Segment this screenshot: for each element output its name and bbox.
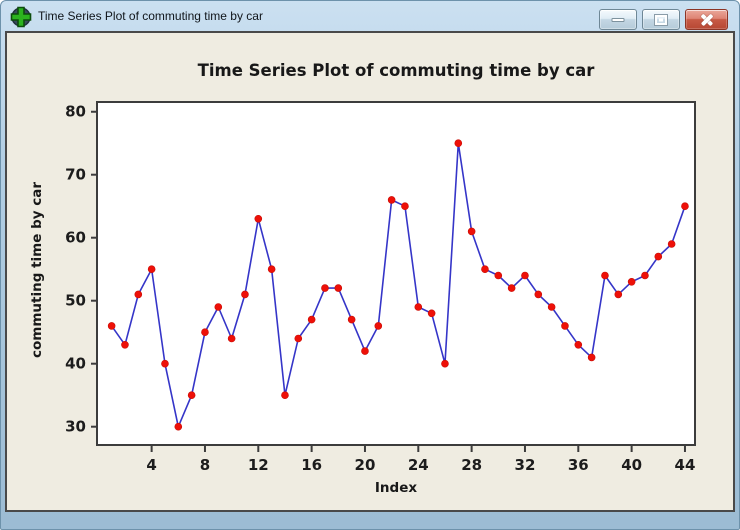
y-axis-label: commuting time by car (29, 181, 45, 359)
x-tick-label: 24 (408, 456, 429, 474)
x-tick-label: 20 (355, 456, 376, 474)
data-point (267, 265, 276, 273)
plot-svg: 30 40 50 60 70 80 4 8 12 16 20 24 28 32 36 40 44 (65, 101, 696, 474)
data-point (214, 303, 223, 311)
data-point (307, 315, 316, 324)
data-point (281, 391, 289, 400)
data-point (441, 359, 449, 368)
data-point (427, 309, 436, 318)
data-point (334, 284, 343, 292)
data-point (587, 353, 596, 362)
data-point (161, 359, 169, 368)
data-point (401, 202, 409, 210)
data-point (547, 303, 556, 311)
chart-title: Time Series Plot of commuting time by ca… (197, 61, 595, 80)
data-point (374, 322, 383, 330)
window-titlebar[interactable]: Time Series Plot of commuting time by ca… (1, 1, 739, 31)
x-axis-label: Index (374, 480, 418, 496)
data-point (614, 290, 623, 299)
data-point (467, 227, 476, 236)
window-controls (599, 9, 728, 30)
y-tick-label: 30 (65, 418, 86, 436)
data-point (667, 240, 676, 248)
x-tick-label: 44 (675, 456, 696, 474)
y-tick-label: 50 (65, 292, 86, 310)
x-tick-label: 16 (301, 456, 322, 474)
data-point (361, 347, 369, 355)
x-tick-label: 12 (248, 456, 269, 474)
data-point (454, 139, 463, 147)
data-point (147, 265, 156, 273)
x-tick-label: 4 (146, 456, 156, 474)
data-point (641, 271, 649, 280)
data-point (107, 322, 116, 330)
minimize-button[interactable] (599, 9, 637, 30)
data-point (414, 303, 423, 311)
maximize-icon (655, 14, 667, 25)
y-tick-label: 80 (65, 103, 86, 121)
data-point (254, 215, 263, 223)
data-point (574, 340, 583, 349)
data-point (654, 252, 663, 261)
data-point (294, 334, 303, 343)
data-point (347, 315, 356, 324)
data-point (601, 271, 609, 280)
data-point (534, 290, 543, 299)
data-point (507, 284, 516, 292)
x-tick-label: 32 (515, 456, 536, 474)
maximize-button[interactable] (642, 9, 680, 30)
window-title: Time Series Plot of commuting time by ca… (38, 9, 263, 23)
minimize-icon (611, 17, 625, 22)
data-point (481, 265, 489, 273)
x-tick-label: 36 (568, 456, 589, 474)
data-point (227, 334, 236, 343)
icon-plus (10, 6, 32, 28)
data-point (241, 290, 249, 299)
x-tick-label: 8 (200, 456, 210, 474)
close-button[interactable] (685, 9, 728, 30)
plot-frame (96, 101, 696, 446)
green-plus-graph-icon[interactable] (10, 6, 32, 28)
data-point (187, 391, 196, 400)
data-point (627, 278, 636, 286)
data-point (561, 322, 569, 330)
data-point (521, 271, 529, 280)
data-point (174, 422, 183, 431)
data-point (201, 328, 209, 337)
data-point (321, 284, 329, 292)
x-tick-label: 28 (461, 456, 482, 474)
data-point (494, 271, 503, 280)
y-tick-label: 60 (65, 229, 86, 247)
y-tick-label: 40 (65, 355, 86, 373)
y-tick-label: 70 (65, 166, 86, 184)
data-point (134, 290, 143, 299)
x-tick-label: 40 (621, 456, 642, 474)
data-point (387, 196, 396, 204)
graph-area: Time Series Plot of commuting time by ca… (5, 31, 735, 512)
data-point (681, 202, 689, 210)
data-point (121, 340, 129, 349)
